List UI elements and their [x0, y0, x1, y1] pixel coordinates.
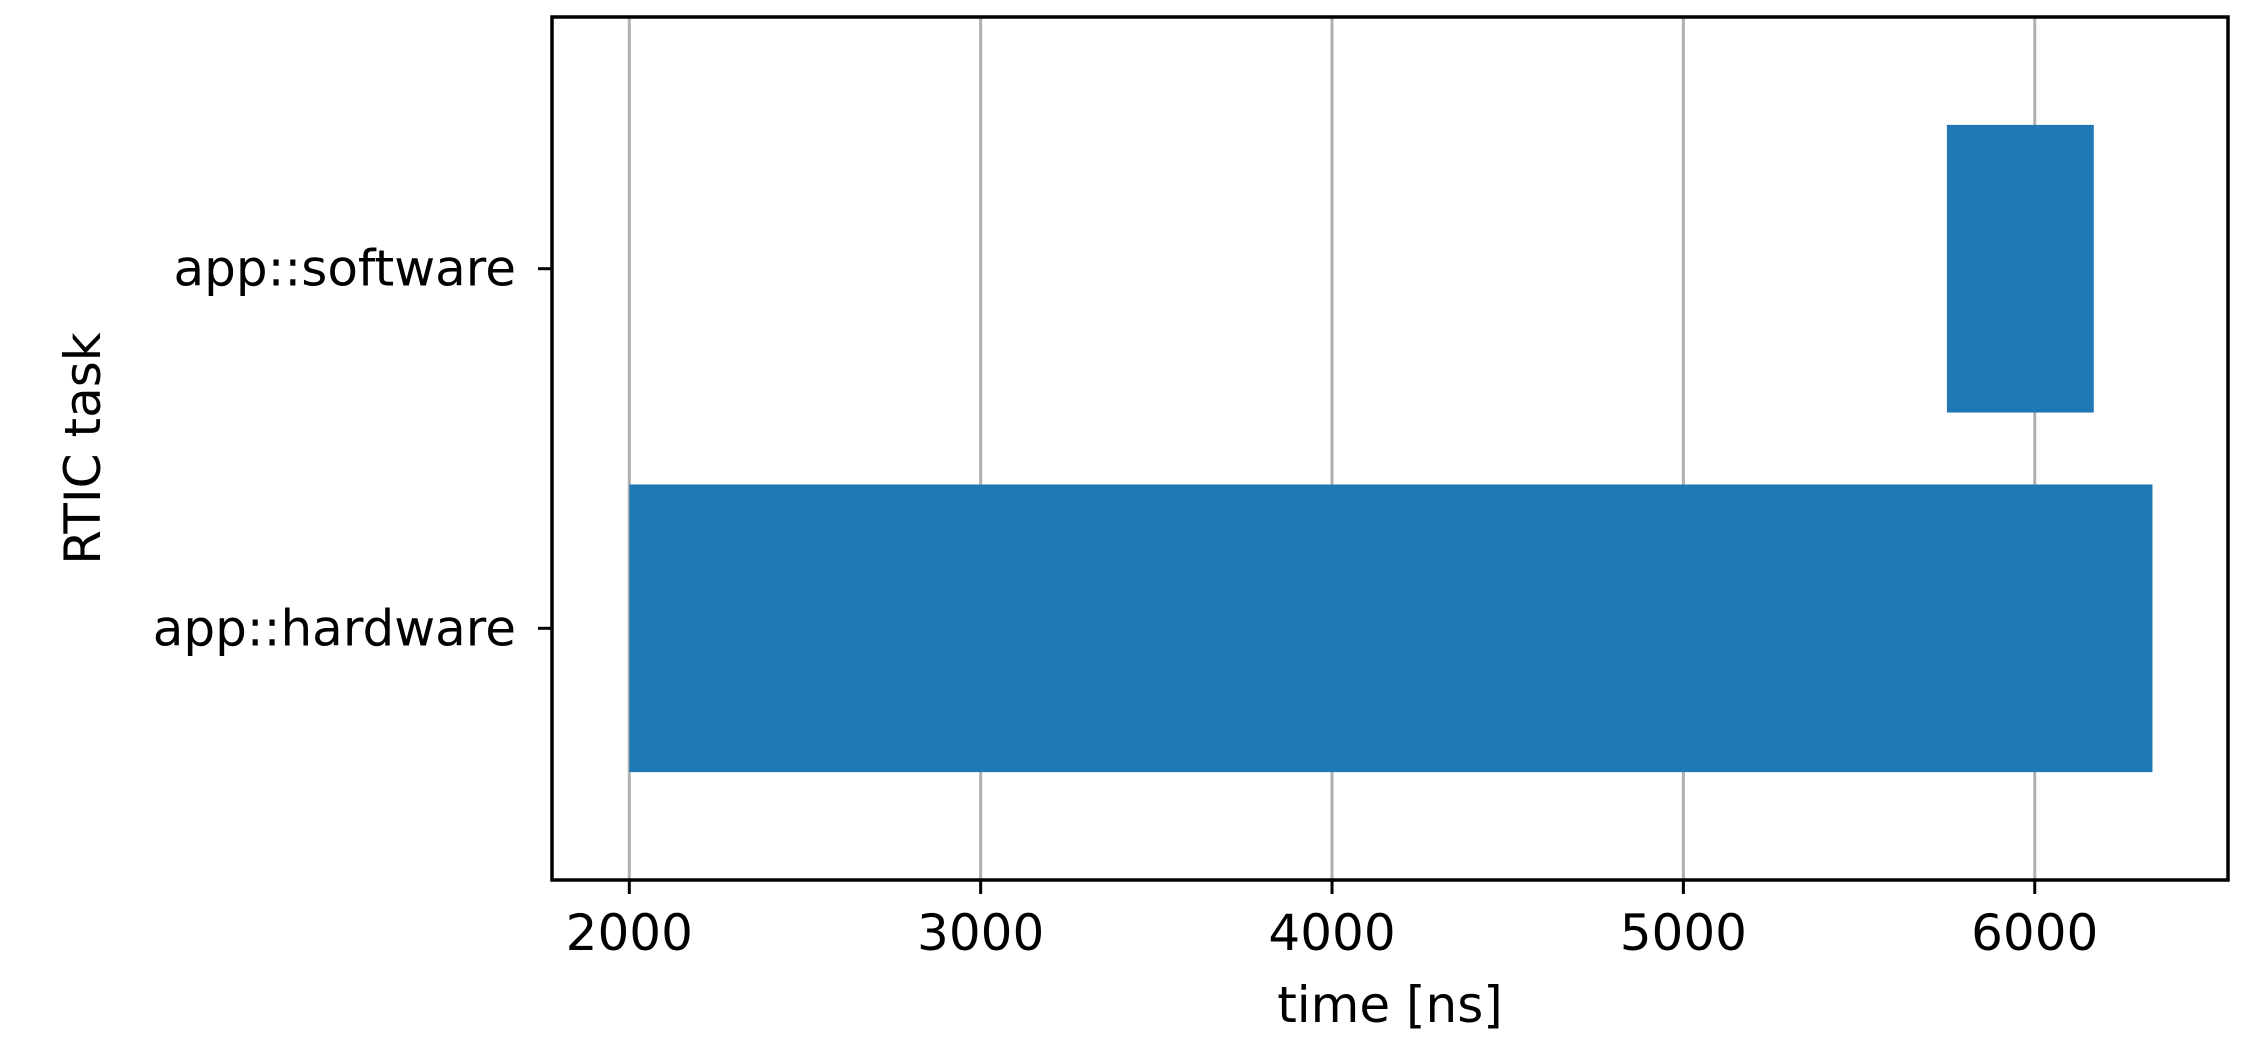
x-tick-label: 5000 [1620, 904, 1747, 962]
x-axis-label: time [ns] [1277, 976, 1503, 1034]
bars [629, 124, 2153, 773]
x-tick-label: 4000 [1268, 904, 1395, 962]
x-axis-ticks: 2000 3000 4000 5000 6000 [566, 880, 2098, 962]
bar-app-software [1946, 124, 2094, 413]
bar-app-hardware [629, 484, 2153, 773]
y-tick-label: app::software [173, 240, 516, 298]
y-tick-label: app::hardware [153, 599, 516, 657]
plot-frame [550, 15, 2230, 882]
y-axis-label: RTIC task [54, 332, 112, 564]
x-tick-label: 6000 [1971, 904, 2098, 962]
y-axis-ticks: app::hardware app::software [153, 240, 552, 657]
x-tick-label: 3000 [917, 904, 1044, 962]
x-tick-label: 2000 [566, 904, 693, 962]
